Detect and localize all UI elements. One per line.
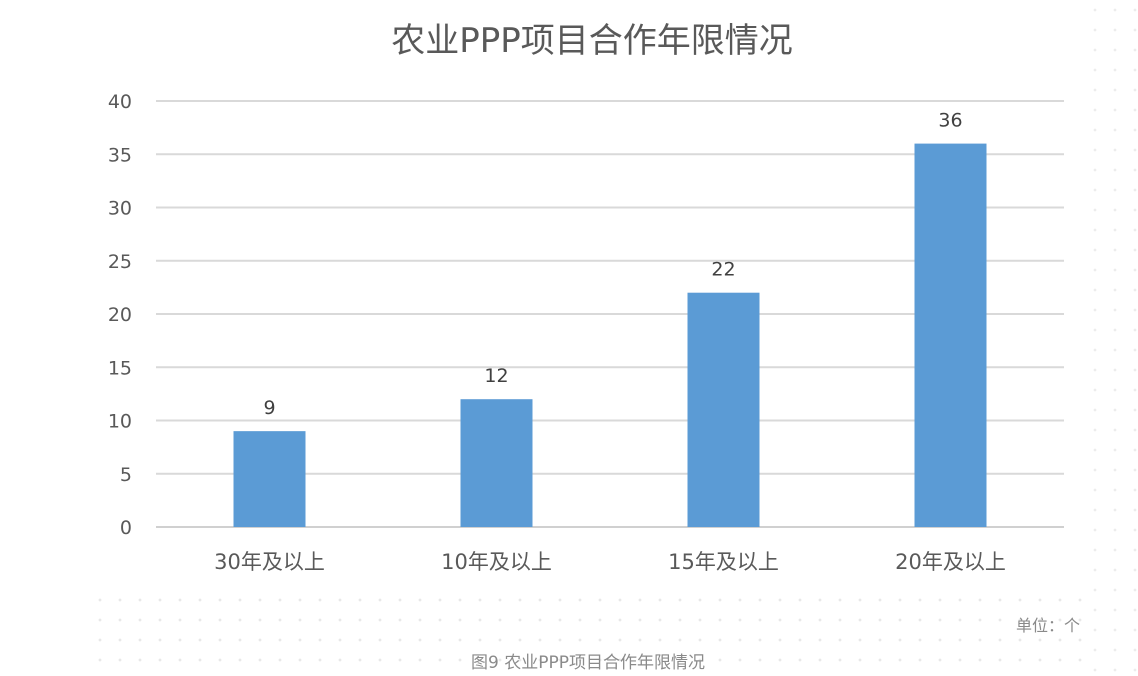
x-tick-label: 10年及以上: [441, 550, 552, 574]
bar: [914, 143, 987, 527]
x-tick-label: 20年及以上: [895, 550, 1006, 574]
x-tick-label: 30年及以上: [214, 550, 325, 574]
y-tick-label: 10: [108, 411, 132, 433]
data-label: 12: [484, 365, 508, 387]
dot-pattern-bottom: [90, 590, 1090, 676]
x-tick-label: 15年及以上: [668, 550, 779, 574]
bar: [233, 431, 306, 527]
x-axis-labels: 30年及以上 10年及以上 15年及以上 20年及以上: [214, 550, 1006, 574]
data-label: 9: [263, 397, 275, 419]
data-label: 22: [711, 259, 735, 281]
data-label: 36: [938, 110, 962, 132]
chart-title: 农业PPP项目合作年限情况: [391, 21, 793, 61]
figure-caption: 图9 农业PPP项目合作年限情况: [471, 653, 705, 673]
bar-chart: 农业PPP项目合作年限情况 0 5 10 15 20 25 30 35 40 9 12 22 36 3…: [108, 21, 1064, 574]
y-tick-label: 25: [108, 251, 132, 273]
y-axis-ticks: 0 5 10 15 20 25 30 35 40: [108, 91, 132, 539]
y-tick-label: 15: [108, 357, 132, 379]
gridlines: [156, 100, 1064, 528]
bars: 9 12 22 36: [233, 110, 987, 527]
y-tick-label: 0: [120, 517, 132, 539]
y-tick-label: 30: [108, 198, 132, 220]
bar: [687, 292, 760, 527]
y-tick-label: 20: [108, 304, 132, 326]
y-tick-label: 40: [108, 91, 132, 113]
unit-note: 单位：个: [1015, 616, 1080, 635]
dot-pattern-right: [1085, 0, 1138, 676]
y-tick-label: 5: [120, 464, 132, 486]
bar: [460, 399, 533, 527]
y-tick-label: 35: [108, 144, 132, 166]
